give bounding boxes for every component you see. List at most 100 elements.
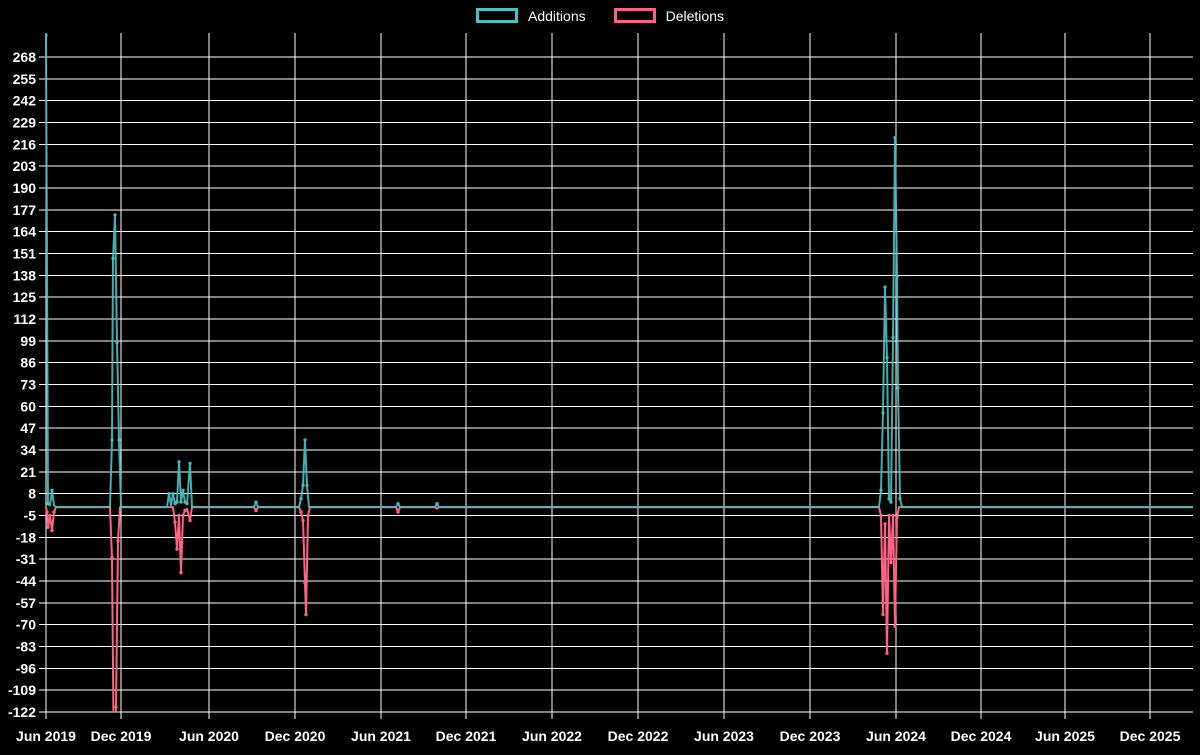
legend-item-deletions[interactable]: Deletions (613, 7, 724, 24)
y-axis-tick-label: 8 (28, 486, 36, 502)
data-point-deletions (893, 624, 897, 628)
y-axis-tick-label: -44 (16, 573, 36, 589)
x-axis-tick-label: Jun 2020 (179, 728, 239, 744)
x-axis-tick-label: Jun 2022 (522, 728, 582, 744)
data-point-additions (171, 492, 175, 496)
data-point-additions (167, 492, 171, 496)
data-point-additions (896, 386, 900, 390)
data-point-additions (396, 502, 400, 506)
data-point-additions (885, 355, 889, 360)
y-axis-tick-label: 255 (13, 71, 37, 87)
data-point-deletions (883, 522, 887, 526)
data-point-additions (891, 335, 895, 340)
y-axis-tick-label: 268 (13, 49, 37, 65)
x-axis-tick-label: Jun 2024 (866, 728, 926, 744)
y-axis-tick-label: 138 (13, 267, 37, 283)
data-point-additions (181, 488, 185, 492)
data-point-deletions (889, 560, 893, 565)
y-axis-tick-label: 73 (20, 377, 36, 393)
data-point-deletions (891, 513, 895, 518)
y-axis-tick-label: 34 (20, 442, 36, 458)
y-axis-tick-label: -31 (16, 551, 36, 567)
data-point-deletions (881, 612, 885, 617)
x-axis-tick-label: Dec 2019 (91, 728, 152, 744)
data-point-additions (254, 500, 258, 504)
data-point-deletions (895, 515, 899, 519)
data-point-additions (50, 488, 54, 492)
x-axis-tick-label: Dec 2025 (1120, 728, 1181, 744)
data-point-deletions (177, 513, 181, 518)
data-point-deletions (879, 513, 883, 518)
x-axis-tick-label: Dec 2024 (951, 728, 1012, 744)
data-point-additions (45, 33, 48, 37)
data-point-deletions (254, 508, 258, 513)
data-point-deletions (110, 555, 114, 560)
y-axis-tick-label: 112 (13, 311, 36, 327)
data-point-additions (881, 411, 885, 415)
y-axis-tick-label: 47 (20, 420, 36, 436)
data-point-additions (895, 275, 899, 279)
data-point-deletions (396, 510, 400, 514)
y-axis-tick-label: 229 (13, 115, 37, 131)
y-axis-tick-label: -109 (8, 682, 36, 698)
data-point-deletions (183, 508, 187, 513)
data-point-deletions (885, 651, 889, 655)
data-point-additions (299, 497, 303, 501)
y-axis-tick-label: -83 (16, 639, 36, 655)
data-point-additions (46, 502, 50, 506)
y-axis-tick-label: 86 (20, 355, 36, 371)
y-axis-tick-label: 21 (20, 464, 36, 480)
data-point-deletions (45, 510, 49, 514)
data-point-additions (188, 461, 192, 466)
data-point-deletions (303, 581, 307, 585)
data-point-additions (185, 502, 189, 506)
data-point-deletions (304, 612, 308, 617)
y-axis-tick-label: -5 (24, 508, 37, 524)
data-point-additions (887, 497, 891, 501)
data-point-additions (179, 500, 183, 504)
data-point-additions (115, 340, 119, 345)
data-point-additions (301, 483, 305, 487)
data-point-additions (879, 488, 883, 492)
data-point-deletions (306, 513, 310, 518)
data-point-deletions (46, 525, 50, 529)
series-line-additions (45, 35, 1193, 509)
y-axis-tick-label: 99 (20, 333, 36, 349)
data-point-deletions (116, 539, 120, 543)
legend-swatch-additions-icon (476, 8, 519, 23)
legend-label-deletions: Deletions (665, 7, 724, 24)
y-axis-tick-label: 190 (13, 180, 37, 196)
data-point-deletions (52, 510, 56, 514)
data-point-deletions (114, 705, 118, 709)
data-point-additions (303, 438, 307, 442)
y-axis-tick-label: 151 (13, 246, 37, 262)
data-point-additions (883, 285, 887, 289)
data-point-additions (435, 502, 439, 506)
data-point-deletions (188, 518, 192, 523)
data-point-deletions (50, 528, 54, 533)
y-axis-tick-label: -122 (8, 704, 36, 720)
legend-item-additions[interactable]: Additions (476, 8, 586, 23)
x-axis-tick-label: Dec 2023 (780, 728, 841, 744)
data-point-additions (898, 497, 902, 501)
y-axis-tick-label: 125 (13, 289, 37, 305)
y-axis-tick-label: 203 (13, 158, 37, 174)
data-point-additions (893, 135, 897, 140)
x-axis-tick-label: Dec 2021 (436, 728, 497, 744)
legend-swatch-deletions-icon (613, 8, 656, 23)
x-axis-tick-label: Jun 2025 (1035, 728, 1095, 744)
x-axis-tick-label: Dec 2022 (608, 728, 669, 744)
data-point-additions (113, 213, 117, 217)
data-point-additions (117, 438, 121, 442)
data-point-deletions (299, 510, 303, 514)
x-axis-tick-label: Dec 2020 (265, 728, 326, 744)
data-point-deletions (173, 520, 177, 524)
x-axis-tick-label: Jun 2023 (694, 728, 754, 744)
data-point-additions (175, 500, 179, 504)
y-axis-tick-label: -96 (16, 660, 36, 676)
y-axis-tick-label: 60 (20, 398, 36, 414)
series-line-deletions (45, 506, 1193, 712)
data-point-additions (177, 460, 181, 464)
chart-legend: Additions Deletions (0, 8, 1200, 23)
